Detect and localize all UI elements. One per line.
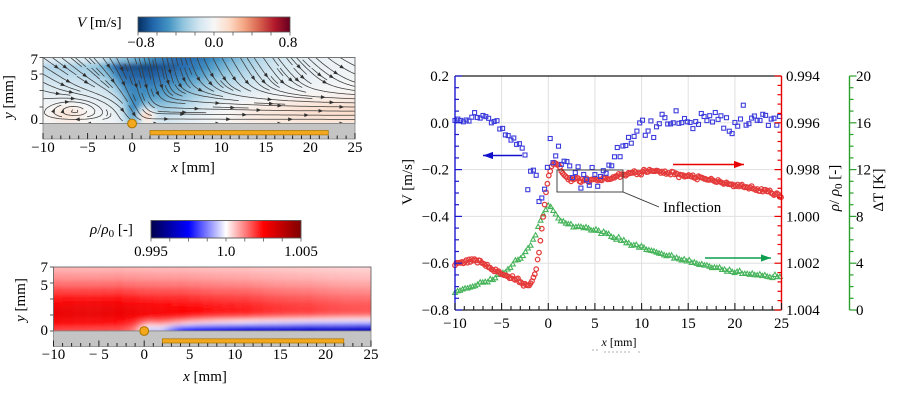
svg-text:0: 0 [128, 140, 136, 156]
svg-text:5: 5 [41, 278, 49, 294]
svg-text:V [m/s]: V [m/s] [400, 159, 416, 205]
svg-text:1.004: 1.004 [786, 303, 820, 319]
svg-text:1.000: 1.000 [786, 209, 820, 225]
svg-text:20: 20 [727, 316, 742, 332]
svg-text:12: 12 [856, 163, 871, 179]
svg-text:−10: −10 [42, 347, 65, 363]
svg-text:8: 8 [856, 209, 864, 225]
svg-text:ρ/ ρ0 [-]: ρ/ ρ0 [-] [827, 165, 845, 213]
svg-text:−0.6: −0.6 [422, 256, 450, 272]
svg-text:20: 20 [318, 347, 333, 363]
svg-text:1.0: 1.0 [217, 244, 236, 260]
svg-text:V [m/s]: V [m/s] [77, 15, 122, 31]
svg-text:ΔT [K]: ΔT [K] [871, 168, 887, 211]
svg-text:0.0: 0.0 [205, 35, 224, 51]
svg-text:− 5: − 5 [89, 347, 109, 363]
svg-text:25: 25 [774, 316, 789, 332]
svg-text:0: 0 [856, 303, 864, 319]
svg-text:−0.8: −0.8 [127, 35, 154, 51]
svg-text:15: 15 [258, 140, 273, 156]
svg-text:0: 0 [41, 323, 49, 339]
svg-text:10: 10 [227, 347, 242, 363]
svg-text:−10: −10 [31, 140, 54, 156]
svg-text:10: 10 [214, 140, 229, 156]
svg-text:ρ/ρ0 [-]: ρ/ρ0 [-] [89, 222, 133, 240]
svg-text:0: 0 [140, 347, 148, 363]
svg-text:y [mm]: y [mm] [13, 278, 29, 324]
svg-text:−0.8: −0.8 [422, 303, 449, 319]
svg-text:7: 7 [41, 260, 49, 276]
svg-text:x [mm]: x [mm] [170, 160, 215, 176]
svg-text:0.2: 0.2 [430, 69, 449, 85]
svg-text:0: 0 [545, 316, 553, 332]
svg-text:20: 20 [856, 69, 871, 85]
svg-text:0.996: 0.996 [786, 116, 820, 132]
svg-text:0.0: 0.0 [430, 116, 449, 132]
svg-text:Inflection: Inflection [663, 200, 722, 216]
svg-text:0.995: 0.995 [134, 244, 168, 260]
svg-text:1.005: 1.005 [284, 244, 318, 260]
svg-text:16: 16 [856, 116, 872, 132]
svg-text:5: 5 [173, 140, 181, 156]
svg-text:−0.2: −0.2 [422, 163, 449, 179]
svg-text:y [mm]: y [mm] [1, 75, 17, 121]
svg-text:−5: −5 [80, 140, 96, 156]
svg-text:−5: −5 [494, 316, 510, 332]
svg-text:15: 15 [273, 347, 288, 363]
svg-text:10: 10 [634, 316, 649, 332]
svg-text:−10: −10 [443, 316, 466, 332]
svg-text:0.8: 0.8 [279, 35, 298, 51]
svg-text:20: 20 [303, 140, 318, 156]
svg-text:7: 7 [31, 52, 39, 68]
svg-text:25: 25 [348, 140, 363, 156]
svg-text:0: 0 [31, 112, 39, 128]
svg-text:25: 25 [364, 347, 379, 363]
svg-text:4: 4 [856, 256, 864, 272]
svg-text:−0.4: −0.4 [422, 209, 450, 225]
svg-text:15: 15 [681, 316, 696, 332]
svg-text:x [mm]: x [mm] [601, 335, 637, 349]
svg-text:5: 5 [31, 68, 39, 84]
svg-text:5: 5 [591, 316, 599, 332]
svg-text:0.994: 0.994 [786, 69, 820, 85]
svg-text:1.002: 1.002 [786, 256, 820, 272]
svg-text:5: 5 [186, 347, 194, 363]
svg-text:x [mm]: x [mm] [182, 369, 227, 385]
svg-text:0.998: 0.998 [786, 163, 820, 179]
